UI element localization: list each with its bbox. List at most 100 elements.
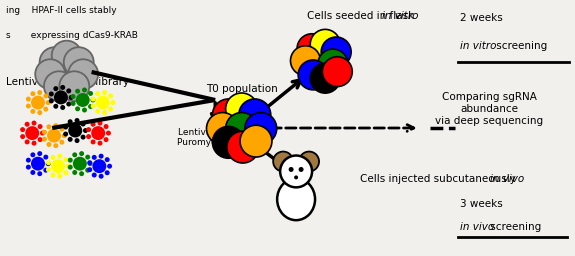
- Text: Cells seeded in flask: Cells seeded in flask: [307, 11, 417, 21]
- Circle shape: [104, 137, 109, 142]
- Circle shape: [102, 110, 107, 115]
- Circle shape: [280, 156, 312, 187]
- Text: ing    HPAF-II cells stably: ing HPAF-II cells stably: [6, 6, 116, 15]
- Circle shape: [299, 152, 319, 172]
- Circle shape: [30, 91, 35, 96]
- Circle shape: [310, 29, 340, 59]
- Circle shape: [54, 90, 68, 104]
- Circle shape: [86, 127, 91, 132]
- Circle shape: [35, 59, 65, 89]
- Circle shape: [75, 89, 80, 94]
- Circle shape: [82, 108, 87, 113]
- Circle shape: [53, 86, 58, 91]
- Circle shape: [66, 88, 71, 93]
- Circle shape: [40, 131, 45, 136]
- Circle shape: [46, 160, 51, 165]
- Circle shape: [73, 157, 87, 170]
- Text: screening: screening: [486, 222, 540, 232]
- Circle shape: [75, 118, 79, 123]
- Circle shape: [26, 97, 31, 102]
- Circle shape: [47, 129, 61, 143]
- Circle shape: [71, 101, 75, 106]
- Circle shape: [25, 126, 39, 140]
- Circle shape: [42, 130, 47, 135]
- Circle shape: [290, 46, 320, 76]
- Circle shape: [62, 133, 67, 138]
- Circle shape: [60, 105, 65, 110]
- Circle shape: [86, 134, 91, 139]
- Circle shape: [76, 93, 90, 107]
- Circle shape: [25, 122, 30, 127]
- Circle shape: [95, 91, 100, 96]
- Ellipse shape: [277, 178, 315, 220]
- Text: in vitro: in vitro: [459, 41, 496, 51]
- Circle shape: [26, 165, 31, 170]
- Circle shape: [68, 124, 82, 137]
- Circle shape: [289, 167, 294, 172]
- Circle shape: [44, 71, 74, 101]
- Circle shape: [31, 95, 45, 110]
- Circle shape: [52, 41, 82, 70]
- Circle shape: [240, 125, 272, 157]
- Circle shape: [71, 94, 75, 99]
- Circle shape: [273, 152, 293, 172]
- Circle shape: [32, 141, 37, 146]
- Circle shape: [239, 99, 271, 131]
- Circle shape: [53, 123, 58, 128]
- Circle shape: [321, 37, 351, 67]
- Circle shape: [87, 160, 92, 165]
- Circle shape: [59, 140, 64, 145]
- Circle shape: [58, 154, 62, 159]
- Circle shape: [47, 142, 51, 147]
- Circle shape: [98, 141, 102, 146]
- Text: Cells injected subcutaneously: Cells injected subcutaneously: [360, 174, 519, 184]
- Text: Lentiviral infection
Puromycin selction: Lentiviral infection Puromycin selction: [177, 128, 263, 147]
- Circle shape: [51, 159, 65, 173]
- Circle shape: [96, 95, 110, 110]
- Circle shape: [37, 110, 42, 115]
- Circle shape: [297, 34, 327, 63]
- Circle shape: [25, 140, 30, 144]
- Circle shape: [99, 154, 104, 159]
- Circle shape: [37, 124, 43, 129]
- Circle shape: [59, 127, 64, 132]
- Circle shape: [43, 106, 48, 112]
- Circle shape: [91, 97, 95, 102]
- Circle shape: [75, 138, 79, 143]
- Circle shape: [68, 95, 74, 100]
- Circle shape: [323, 57, 352, 87]
- Circle shape: [63, 170, 68, 175]
- Circle shape: [92, 173, 97, 177]
- Circle shape: [227, 131, 259, 163]
- Text: in vivo: in vivo: [489, 174, 524, 184]
- Circle shape: [66, 102, 71, 106]
- Circle shape: [310, 63, 340, 93]
- Text: T0 population: T0 population: [206, 84, 278, 94]
- Text: in vitro: in vitro: [382, 11, 418, 21]
- Circle shape: [108, 93, 113, 99]
- Circle shape: [51, 155, 55, 160]
- Circle shape: [108, 106, 113, 112]
- Circle shape: [63, 157, 68, 162]
- Circle shape: [45, 100, 51, 105]
- Circle shape: [206, 113, 239, 144]
- Text: Comparing sgRNA
abundance
via deep sequencing: Comparing sgRNA abundance via deep seque…: [435, 92, 543, 125]
- Circle shape: [30, 170, 35, 175]
- Circle shape: [47, 124, 51, 129]
- Circle shape: [87, 161, 93, 166]
- Circle shape: [68, 59, 98, 89]
- Circle shape: [49, 91, 54, 97]
- Circle shape: [298, 60, 328, 90]
- Circle shape: [37, 151, 42, 156]
- Circle shape: [85, 168, 90, 173]
- Circle shape: [43, 155, 48, 159]
- Circle shape: [85, 155, 90, 159]
- Circle shape: [26, 158, 31, 163]
- Circle shape: [32, 121, 37, 125]
- Circle shape: [53, 143, 58, 148]
- Circle shape: [294, 175, 298, 179]
- Circle shape: [106, 131, 111, 136]
- Circle shape: [91, 103, 95, 109]
- Circle shape: [37, 171, 42, 176]
- Circle shape: [20, 134, 25, 139]
